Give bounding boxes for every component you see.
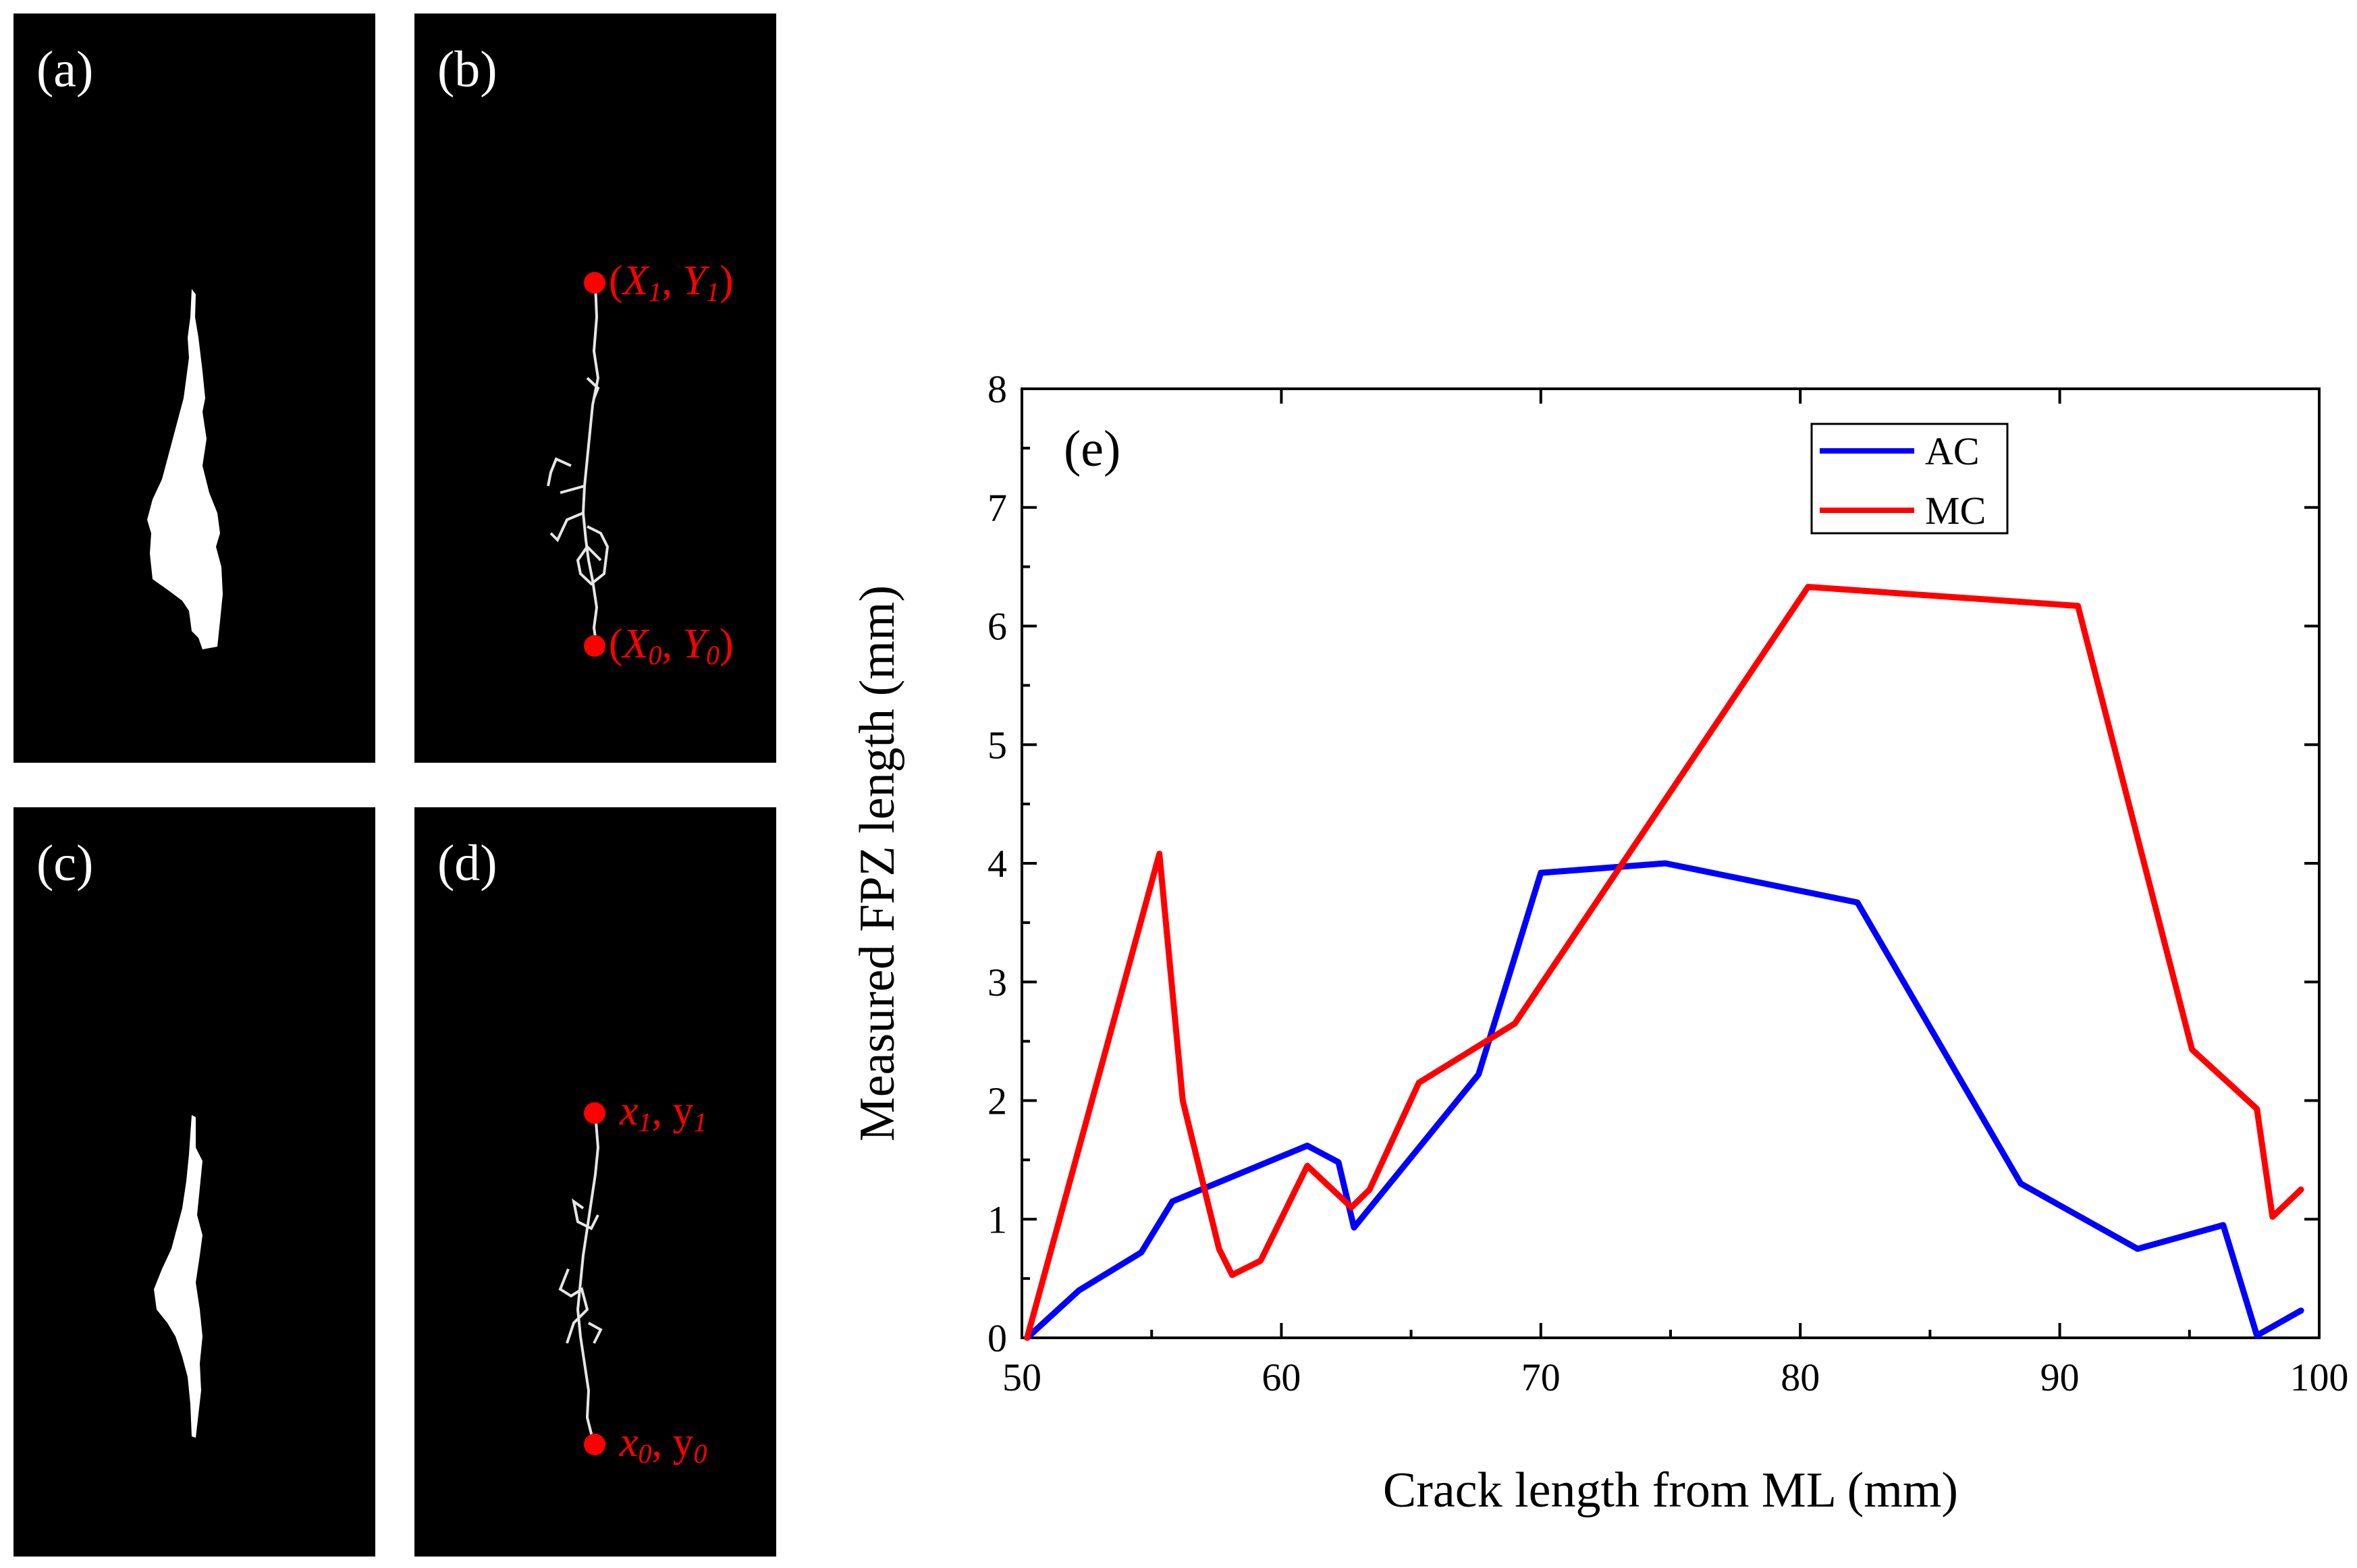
y-tick-label: 2 (987, 1079, 1007, 1123)
marker-bottom-d (584, 1434, 605, 1455)
crack-skeleton-d (558, 1113, 603, 1445)
y-tick-label: 8 (987, 367, 1007, 411)
x-axis-ticks: 50 60 70 80 90 100 (1002, 389, 2349, 1399)
y-tick-label: 0 (987, 1316, 1007, 1360)
series-line-mc (1024, 584, 2304, 1341)
legend-label-ac: AC (1925, 429, 1980, 473)
panel-a: (a) (13, 13, 375, 763)
crack-skeleton-b (547, 283, 609, 647)
crack-image-c (154, 1115, 202, 1438)
y-axis-ticks: 0 1 2 3 4 5 6 7 8 (987, 367, 2319, 1360)
series-layer (1024, 584, 2304, 1341)
x-tick-label: 90 (2040, 1355, 2080, 1399)
marker-bottom-b (584, 635, 605, 657)
panel-b: (b) (X1, Y1) (X0, Y0) (414, 13, 776, 763)
y-axis-label: Measured FPZ length (mm) (850, 585, 905, 1141)
x-tick-label: 50 (1002, 1355, 1041, 1399)
series-line-ac (1024, 860, 2304, 1341)
marker-top-b (584, 272, 605, 294)
y-tick-label: 1 (987, 1197, 1007, 1241)
x-tick-label: 60 (1262, 1355, 1301, 1399)
panel-b-label: (b) (437, 41, 497, 98)
x-axis-label: Crack length from ML (mm) (1383, 1463, 1958, 1518)
panel-d: (d) x1, y1 x0, y0 (414, 807, 776, 1557)
coord-label-bottom-d: x0, y0 (619, 1420, 707, 1469)
coord-label-top-d: x1, y1 (619, 1088, 707, 1137)
y-tick-label: 5 (987, 723, 1007, 767)
x-tick-label: 80 (1781, 1355, 1820, 1399)
crack-image-a (147, 289, 223, 649)
y-tick-label: 4 (987, 842, 1007, 886)
fpz-line-chart: 50 60 70 80 90 100 0 1 2 3 4 5 6 7 8 (e) AC MC Crack … (850, 367, 2349, 1518)
marker-top-d (584, 1102, 605, 1124)
y-tick-label: 7 (987, 486, 1007, 530)
panel-c: (c) (13, 807, 375, 1557)
coord-label-bottom-b: (X0, Y0) (609, 621, 734, 670)
legend-box (1810, 423, 2009, 535)
y-tick-label: 3 (987, 961, 1007, 1004)
panel-a-label: (a) (36, 41, 93, 98)
legend-label-mc: MC (1925, 489, 1986, 533)
x-tick-label: 100 (2290, 1355, 2349, 1399)
legend: AC MC (1810, 423, 2009, 535)
y-tick-label: 6 (987, 605, 1007, 649)
x-tick-label: 70 (1521, 1355, 1561, 1399)
panel-c-label: (c) (36, 835, 93, 892)
panel-e-label: (e) (1064, 421, 1120, 477)
panel-d-label: (d) (437, 835, 497, 892)
